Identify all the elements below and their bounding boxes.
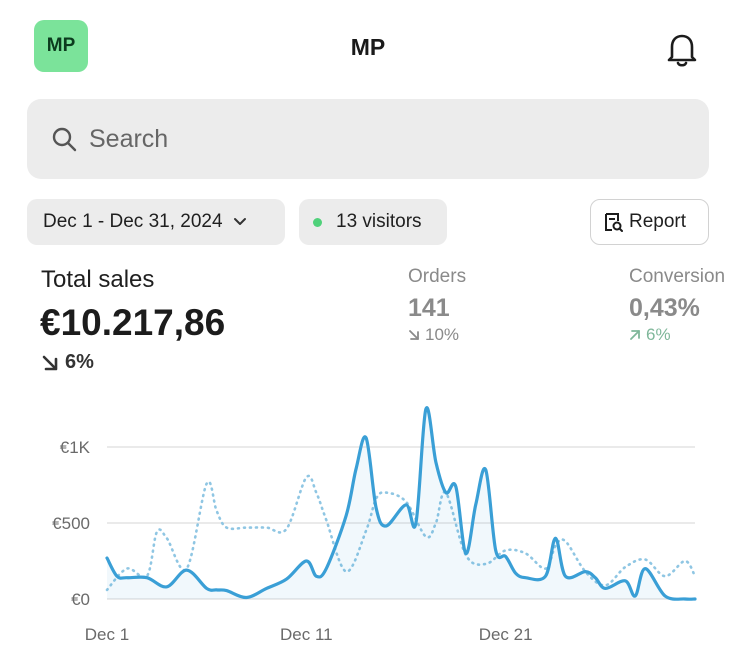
orders-change: 10% <box>408 325 459 345</box>
total-sales-value: €10.217,86 <box>40 302 226 343</box>
date-range-picker[interactable]: Dec 1 - Dec 31, 2024 <box>27 199 285 245</box>
arrow-down-right-icon <box>409 330 419 340</box>
orders-label: Orders <box>408 266 467 287</box>
sales-line-previous <box>105 474 697 592</box>
conversion-change-value: 6% <box>646 325 671 344</box>
sales-area <box>107 407 695 600</box>
orders-change-value: 10% <box>425 325 460 344</box>
visitors-label: 13 visitors <box>336 211 422 232</box>
conversion-value: 0,43% <box>629 294 700 322</box>
search-input[interactable] <box>89 124 649 154</box>
x-tick-label: Dec 11 <box>280 625 333 644</box>
arrow-down-right-icon <box>42 355 58 370</box>
sales-line-chart: €0 €500 €1K Dec 1 Dec 11 Dec 21 <box>52 406 697 644</box>
bell-icon[interactable] <box>664 30 700 68</box>
live-visitors-badge[interactable]: 13 visitors <box>299 199 447 245</box>
report-button[interactable]: Report <box>590 199 709 245</box>
total-sales-label: Total sales <box>41 266 155 293</box>
search-bar[interactable] <box>27 99 709 179</box>
report-icon <box>605 213 623 232</box>
page-title: MP <box>350 34 386 60</box>
live-dot-icon <box>313 217 322 227</box>
chevron-down-icon <box>233 218 246 225</box>
report-label: Report <box>629 211 687 232</box>
x-tick-label: Dec 1 <box>85 625 129 644</box>
sales-line-current <box>105 406 697 601</box>
search-icon <box>52 127 77 152</box>
conversion-label: Conversion <box>629 266 726 287</box>
app-header: MP MP <box>0 0 736 95</box>
date-range-label: Dec 1 - Dec 31, 2024 <box>43 211 223 232</box>
y-tick-label: €1K <box>60 438 91 457</box>
y-tick-label: €500 <box>52 514 90 533</box>
conversion-change: 6% <box>629 325 671 345</box>
arrow-up-right-icon <box>630 330 640 340</box>
total-sales-change-value: 6% <box>65 351 94 373</box>
store-avatar[interactable]: MP <box>34 20 88 72</box>
total-sales-change: 6% <box>41 351 94 374</box>
orders-value: 141 <box>408 294 450 322</box>
y-tick-label: €0 <box>71 590 90 609</box>
x-tick-label: Dec 21 <box>479 625 533 644</box>
